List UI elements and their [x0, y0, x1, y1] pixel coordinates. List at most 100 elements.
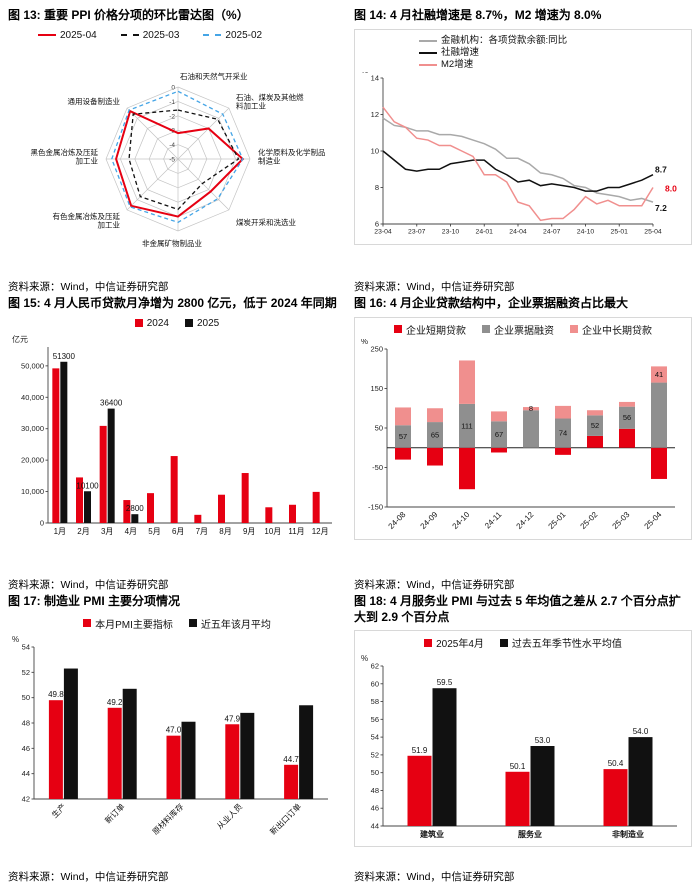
radar-spoke	[126, 158, 179, 210]
y-tick-label: 44	[371, 822, 379, 831]
bar-2024	[218, 494, 225, 523]
x-tick-label: 新出口订单	[268, 801, 303, 836]
bar-2024	[99, 425, 107, 523]
y-tick-label: 52	[371, 751, 379, 760]
legend-label: 企业短期贷款	[406, 325, 466, 337]
fig15-source: 资料来源：Wind，中信证券研究部	[8, 579, 169, 591]
fig17-title: 图 17: 制造业 PMI 主要分项情况	[8, 594, 181, 608]
end-value-label: 8.7	[655, 164, 667, 174]
figure-panel-13: 图 13: 重要 PPI 价格分项的环比雷达图（%） 2025-04 2025-0…	[8, 6, 346, 294]
bar-value-label: 50.4	[608, 759, 624, 768]
fig16-chart: 企业短期贷款 企业票据融资 企业中长期贷款 -150 -50 50 150 250% 57 65…	[354, 316, 692, 540]
y-tick-label: 48	[22, 718, 30, 727]
x-tick-label: 9月	[243, 527, 255, 536]
y-tick-label: 40,000	[21, 392, 44, 401]
y-tick-label: 52	[22, 667, 30, 676]
bar-近五年该月平均	[122, 688, 137, 799]
x-tick-label: 5月	[148, 527, 160, 536]
x-tick-label: 1月	[54, 527, 66, 536]
legend-item: 2025-04	[38, 30, 97, 41]
x-tick-label: 24-12	[515, 509, 536, 530]
bar-2024	[52, 367, 60, 523]
bar-本月PMI主要指标	[166, 735, 181, 799]
bar-2024	[312, 491, 320, 523]
x-tick-label: 24-09	[419, 509, 440, 530]
x-tick-label: 12月	[312, 527, 329, 536]
x-tick-label: 24-08	[387, 509, 408, 530]
ring-value-label: -2	[169, 113, 175, 120]
bar-value-label: 57	[399, 432, 407, 441]
y-tick-label: 14	[371, 73, 379, 82]
x-tick-label: 8月	[219, 527, 231, 536]
legend-label: 2025-02	[225, 29, 263, 41]
x-tick-label: 24-07	[543, 228, 561, 235]
fig15-legend: 2024 2025	[8, 318, 346, 329]
bar-value-label: 50.1	[510, 762, 526, 771]
legend-square-swatch	[188, 619, 197, 628]
bar-2025年4月	[505, 771, 530, 827]
x-tick-label: 25-01	[611, 228, 629, 235]
fig13-title: 图 13: 重要 PPI 价格分项的环比雷达图（%）	[8, 8, 249, 22]
legend-item: 2025-02	[203, 30, 262, 41]
x-tick-label: 24-10	[577, 228, 595, 235]
legend-label: 近五年该月平均	[200, 619, 271, 631]
fig14-title: 图 14: 4 月社融增速是 8.7%，M2 增速为 8.0%	[354, 8, 602, 22]
legend-label: 过去五年季节性水平均值	[511, 639, 622, 651]
bar-2024	[194, 514, 202, 523]
legend-label: 2025-04	[60, 29, 97, 41]
bar-2024	[76, 477, 83, 523]
legend-label: 社融增速	[441, 46, 480, 58]
radar-category-label: 黑色金属冶炼及压延加工业	[31, 147, 99, 166]
fig13-source: 资料来源：Wind，中信证券研究部	[8, 281, 169, 293]
fig13-radar-svg: 0-1-2-3-4-5石油和天然气开采业石油、煤炭及其他燃料加工业化学原料及化学…	[31, 71, 326, 248]
bar-value-label: 52	[591, 421, 599, 430]
bar-value-label: 47.0	[166, 725, 182, 734]
legend-line-swatch	[419, 64, 437, 67]
bar-value-label: 67	[495, 430, 503, 439]
legend-label: 2024	[146, 317, 169, 329]
fig13-legend: 2025-04 2025-03 2025-02	[8, 30, 346, 41]
stacked-bar-企业票据融资	[395, 424, 411, 448]
x-tick-label: 从业人员	[215, 801, 245, 831]
y-tick-label: 46	[22, 743, 30, 752]
y-tick-label: 8	[375, 183, 379, 192]
legend-item: 本月PMI主要指标	[83, 616, 173, 631]
bar-近五年该月平均	[240, 712, 255, 799]
fig18-chart: 2025年4月 过去五年季节性水平均值 44 46 48 50 52 54 56 58 60 62%…	[354, 630, 692, 848]
bar-2025	[84, 490, 91, 523]
y-tick-label: 10	[371, 146, 379, 155]
radar-category-label: 通用设备制造业	[68, 96, 121, 106]
bar-近五年该月平均	[181, 721, 196, 799]
stacked-bar-企业中长期贷款	[619, 401, 635, 407]
bar-本月PMI主要指标	[107, 707, 122, 799]
bar-过去五年季节性水平均值	[530, 746, 555, 827]
bar-value-label: 56	[623, 413, 631, 422]
x-tick-label: 25-03	[611, 509, 632, 530]
stacked-bar-企业中长期贷款	[459, 360, 475, 404]
bar-2025年4月	[407, 755, 432, 827]
figure-panel-15: 图 15: 4 月人民币贷款月净增为 2800 亿元，低于 2024 年同期 2…	[8, 294, 346, 592]
stacked-bar-企业中长期贷款	[651, 365, 667, 383]
radar-category-label: 化学原料及化学制品制造业	[258, 147, 326, 166]
radar-spoke	[177, 158, 230, 210]
stacked-bar-企业短期贷款	[491, 447, 507, 453]
legend-item: 企业票据融资	[482, 322, 554, 337]
fig18-legend: 2025年4月 过去五年季节性水平均值	[357, 635, 689, 650]
x-tick-label: 11月	[288, 527, 304, 536]
fig18-source: 资料来源：Wind，中信证券研究部	[354, 871, 515, 883]
y-tick-label: 48	[371, 786, 379, 795]
stacked-bar-企业中长期贷款	[491, 411, 507, 421]
bar-本月PMI主要指标	[225, 723, 240, 799]
legend-label: 本月PMI主要指标	[95, 619, 173, 631]
y-tick-label: 50,000	[21, 361, 44, 370]
y-tick-label: 54	[371, 733, 379, 742]
y-tick-label: 10,000	[21, 487, 44, 496]
legend-line-swatch	[203, 34, 222, 37]
legend-label: M2增速	[441, 59, 474, 71]
stacked-bar-企业短期贷款	[459, 447, 475, 489]
bar-value-label: 49.2	[107, 697, 123, 706]
x-tick-label: 25-02	[579, 509, 600, 530]
axis-unit-label: %	[361, 339, 368, 346]
legend-label: 2025	[197, 317, 220, 329]
bar-value-label: 10100	[76, 481, 99, 490]
